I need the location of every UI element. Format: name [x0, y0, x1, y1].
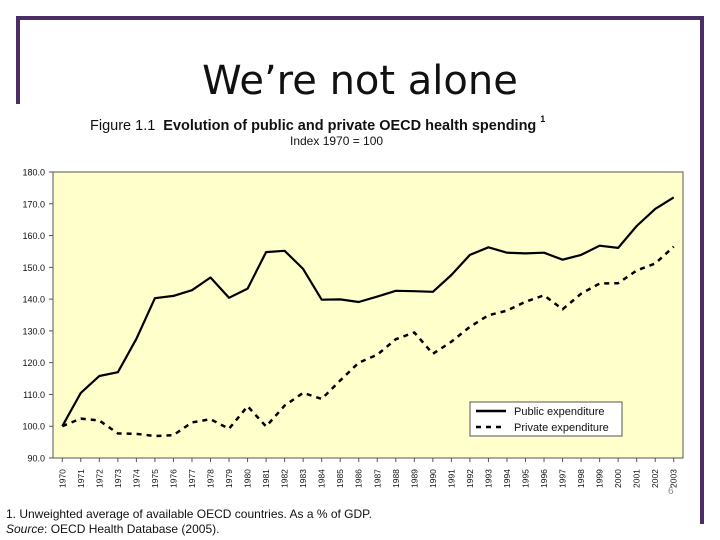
figure-footnote: 1. Unweighted average of available OECD …: [6, 507, 372, 537]
x-tick-label: 2001: [632, 469, 642, 488]
x-tick-label: 1995: [521, 469, 531, 488]
x-tick-label: 1972: [94, 469, 104, 488]
slide-frame-left: [16, 16, 20, 104]
y-tick-label: 90.0: [27, 454, 45, 464]
x-tick-label: 1975: [150, 469, 160, 488]
x-tick-label: 1991: [446, 469, 456, 488]
x-tick-label: 1989: [409, 469, 419, 488]
x-tick-label: 1974: [131, 469, 141, 488]
y-tick-label: 120.0: [22, 358, 45, 368]
figure-title: Figure 1.1 Evolution of public and privat…: [90, 114, 545, 134]
x-tick-label: 2003: [669, 469, 679, 488]
legend-box: [469, 401, 623, 437]
figure-title-note: 1: [540, 114, 546, 124]
x-tick-label: 1996: [539, 469, 549, 488]
x-tick-label: 1977: [187, 469, 197, 488]
figure-subtitle: Index 1970 = 100: [290, 134, 384, 148]
slide-frame-right: [700, 16, 704, 524]
x-tick-label: 1990: [428, 469, 438, 488]
y-tick-label: 180.0: [22, 168, 45, 178]
x-tick-label: 1987: [372, 469, 382, 488]
x-tick-label: 1970: [57, 469, 67, 488]
x-tick-label: 1983: [298, 469, 308, 488]
x-tick-label: 1985: [335, 469, 345, 488]
footnote-line: 1. Unweighted average of available OECD …: [6, 507, 372, 521]
y-tick-label: 170.0: [22, 199, 45, 209]
x-tick-label: 1978: [206, 469, 216, 488]
slide-number: 6: [668, 486, 674, 497]
x-tick-label: 1984: [317, 469, 327, 488]
x-tick-label: 2000: [613, 469, 623, 488]
x-tick-label: 1994: [502, 469, 512, 488]
series-line-private: [61, 245, 675, 438]
legend-label: Private expenditure: [514, 422, 609, 434]
footnote-source: Source: OECD Health Database (2005).: [6, 522, 372, 537]
legend-label: Public expenditure: [514, 406, 605, 418]
slide-frame-top: [16, 16, 704, 20]
x-tick-label: 1971: [76, 469, 86, 488]
x-tick-label: 1976: [168, 469, 178, 488]
x-tick-label: 1979: [224, 469, 234, 488]
x-tick-label: 1997: [558, 469, 568, 488]
x-tick-label: 1988: [391, 469, 401, 488]
slide-title: We’re not alone: [202, 58, 518, 104]
x-tick-label: 1993: [483, 469, 493, 488]
x-tick-label: 1998: [576, 469, 586, 488]
source-label: Source: [6, 522, 45, 536]
series-line-public: [61, 196, 675, 427]
x-tick-label: 1986: [354, 469, 364, 488]
figure-label: Figure 1.1: [90, 118, 156, 134]
x-tick-label: 1982: [280, 469, 290, 488]
x-tick-label: 1973: [113, 469, 123, 488]
x-tick-label: 2002: [650, 469, 660, 488]
y-tick-label: 160.0: [22, 231, 45, 241]
y-tick-label: 130.0: [22, 326, 45, 336]
source-text: : OECD Health Database (2005).: [44, 522, 220, 536]
x-tick-label: 1980: [243, 469, 253, 488]
x-tick-label: 1999: [595, 469, 605, 488]
y-tick-label: 150.0: [22, 263, 45, 273]
x-tick-label: 1992: [465, 469, 475, 488]
figure-title-text: Evolution of public and private OECD hea…: [163, 118, 537, 134]
y-tick-label: 140.0: [22, 295, 45, 305]
x-tick-label: 1981: [261, 469, 271, 488]
y-tick-label: 100.0: [22, 422, 45, 432]
y-tick-label: 110.0: [23, 390, 45, 400]
